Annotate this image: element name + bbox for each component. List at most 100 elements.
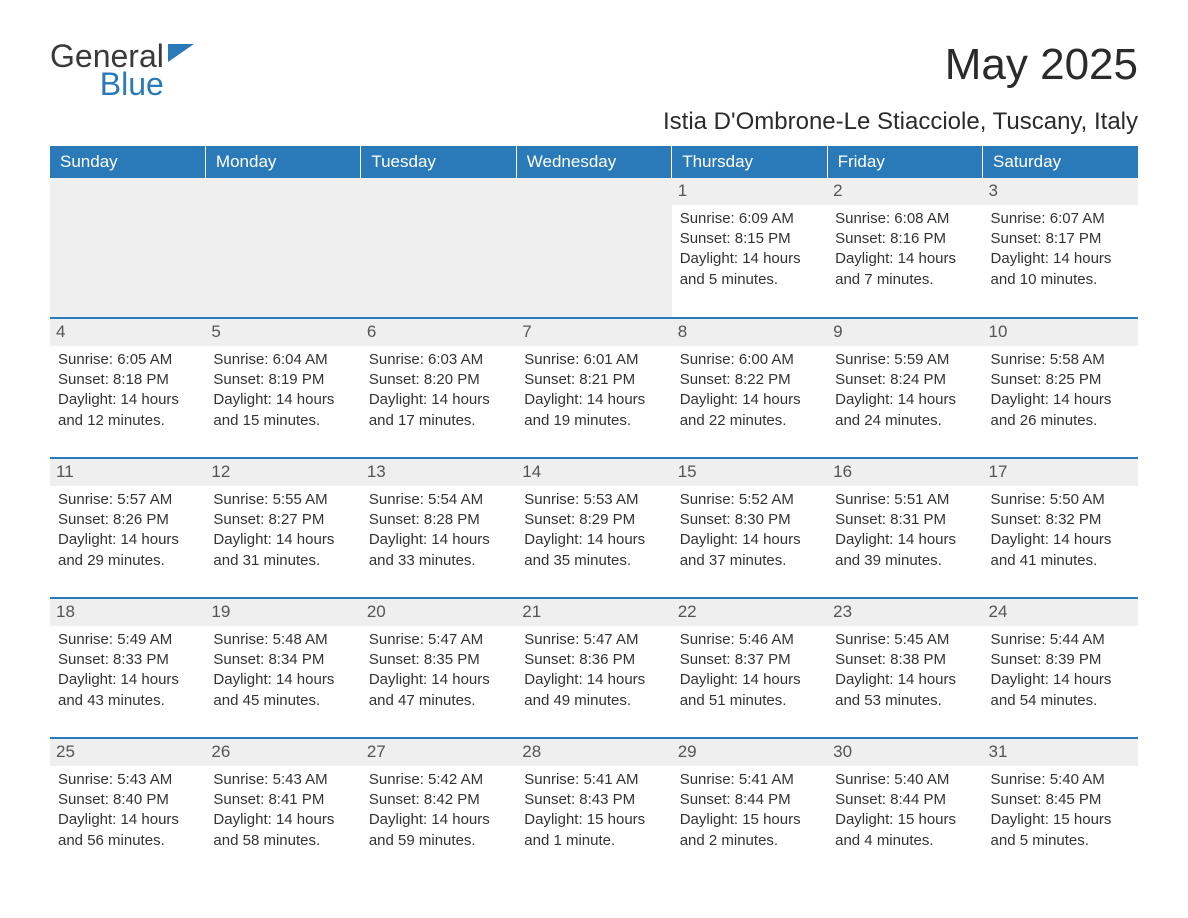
day-cell: 4 Sunrise: 6:05 AMSunset: 8:18 PMDaylight… xyxy=(50,318,205,458)
day-body: Sunrise: 5:47 AMSunset: 8:35 PMDaylight:… xyxy=(369,630,508,711)
empty-cell xyxy=(50,178,205,318)
day-number: 31 xyxy=(983,739,1138,766)
day-body: Sunrise: 5:40 AMSunset: 8:45 PMDaylight:… xyxy=(991,770,1130,851)
day-cell: 18 Sunrise: 5:49 AMSunset: 8:33 PMDayligh… xyxy=(50,598,205,738)
day-body: Sunrise: 5:46 AMSunset: 8:37 PMDaylight:… xyxy=(680,630,819,711)
empty-cell xyxy=(516,178,671,318)
day-body: Sunrise: 5:49 AMSunset: 8:33 PMDaylight:… xyxy=(58,630,197,711)
day-body: Sunrise: 6:01 AMSunset: 8:21 PMDaylight:… xyxy=(524,350,663,431)
day-number: 8 xyxy=(672,319,827,346)
empty-cell xyxy=(361,178,516,318)
calendar-week: 25 Sunrise: 5:43 AMSunset: 8:40 PMDayligh… xyxy=(50,738,1138,878)
day-number: 19 xyxy=(205,599,360,626)
day-body: Sunrise: 5:48 AMSunset: 8:34 PMDaylight:… xyxy=(213,630,352,711)
day-body: Sunrise: 5:58 AMSunset: 8:25 PMDaylight:… xyxy=(991,350,1130,431)
day-cell: 25 Sunrise: 5:43 AMSunset: 8:40 PMDayligh… xyxy=(50,738,205,878)
day-header: Friday xyxy=(827,146,982,178)
day-header: Thursday xyxy=(672,146,827,178)
empty-cell xyxy=(205,178,360,318)
day-number: 30 xyxy=(827,739,982,766)
day-body: Sunrise: 6:03 AMSunset: 8:20 PMDaylight:… xyxy=(369,350,508,431)
day-header: Sunday xyxy=(50,146,205,178)
day-body: Sunrise: 5:50 AMSunset: 8:32 PMDaylight:… xyxy=(991,490,1130,571)
day-number: 25 xyxy=(50,739,205,766)
day-cell: 10 Sunrise: 5:58 AMSunset: 8:25 PMDayligh… xyxy=(983,318,1138,458)
day-number: 5 xyxy=(205,319,360,346)
day-cell: 2 Sunrise: 6:08 AMSunset: 8:16 PMDaylight… xyxy=(827,178,982,318)
day-cell: 13 Sunrise: 5:54 AMSunset: 8:28 PMDayligh… xyxy=(361,458,516,598)
day-body: Sunrise: 5:47 AMSunset: 8:36 PMDaylight:… xyxy=(524,630,663,711)
day-cell: 6 Sunrise: 6:03 AMSunset: 8:20 PMDaylight… xyxy=(361,318,516,458)
day-body: Sunrise: 5:59 AMSunset: 8:24 PMDaylight:… xyxy=(835,350,974,431)
day-number: 15 xyxy=(672,459,827,486)
day-body: Sunrise: 5:44 AMSunset: 8:39 PMDaylight:… xyxy=(991,630,1130,711)
day-body: Sunrise: 5:52 AMSunset: 8:30 PMDaylight:… xyxy=(680,490,819,571)
day-number: 1 xyxy=(672,178,827,205)
day-number: 12 xyxy=(205,459,360,486)
day-cell: 20Sunrise: 5:47 AMSunset: 8:35 PMDayligh… xyxy=(361,598,516,738)
day-number: 13 xyxy=(361,459,516,486)
day-body: Sunrise: 6:07 AMSunset: 8:17 PMDaylight:… xyxy=(991,209,1130,290)
day-body: Sunrise: 5:41 AMSunset: 8:44 PMDaylight:… xyxy=(680,770,819,851)
day-body: Sunrise: 5:54 AMSunset: 8:28 PMDaylight:… xyxy=(369,490,508,571)
day-body: Sunrise: 5:41 AMSunset: 8:43 PMDaylight:… xyxy=(524,770,663,851)
day-body: Sunrise: 6:04 AMSunset: 8:19 PMDaylight:… xyxy=(213,350,352,431)
day-number: 21 xyxy=(516,599,671,626)
day-number: 9 xyxy=(827,319,982,346)
day-number: 2 xyxy=(827,178,982,205)
page-title: May 2025 xyxy=(945,40,1138,90)
day-number: 26 xyxy=(205,739,360,766)
day-body: Sunrise: 5:42 AMSunset: 8:42 PMDaylight:… xyxy=(369,770,508,851)
day-cell: 28Sunrise: 5:41 AMSunset: 8:43 PMDayligh… xyxy=(516,738,671,878)
day-number: 6 xyxy=(361,319,516,346)
day-number: 22 xyxy=(672,599,827,626)
day-body: Sunrise: 5:51 AMSunset: 8:31 PMDaylight:… xyxy=(835,490,974,571)
day-header: Saturday xyxy=(983,146,1138,178)
day-body: Sunrise: 6:09 AMSunset: 8:15 PMDaylight:… xyxy=(680,209,819,290)
day-header-row: SundayMondayTuesdayWednesdayThursdayFrid… xyxy=(50,146,1138,178)
day-cell: 24Sunrise: 5:44 AMSunset: 8:39 PMDayligh… xyxy=(983,598,1138,738)
calendar-week: 4 Sunrise: 6:05 AMSunset: 8:18 PMDaylight… xyxy=(50,318,1138,458)
location-subtitle: Istia D'Ombrone-Le Stiacciole, Tuscany, … xyxy=(50,108,1138,136)
day-cell: 30 Sunrise: 5:40 AMSunset: 8:44 PMDayligh… xyxy=(827,738,982,878)
day-number: 11 xyxy=(50,459,205,486)
day-cell: 31 Sunrise: 5:40 AMSunset: 8:45 PMDayligh… xyxy=(983,738,1138,878)
day-cell: 23Sunrise: 5:45 AMSunset: 8:38 PMDayligh… xyxy=(827,598,982,738)
logo-text: General Blue xyxy=(50,40,164,100)
day-body: Sunrise: 5:43 AMSunset: 8:40 PMDaylight:… xyxy=(58,770,197,851)
day-cell: 27 Sunrise: 5:42 AMSunset: 8:42 PMDayligh… xyxy=(361,738,516,878)
day-number: 16 xyxy=(827,459,982,486)
day-number: 7 xyxy=(516,319,671,346)
day-cell: 19 Sunrise: 5:48 AMSunset: 8:34 PMDayligh… xyxy=(205,598,360,738)
day-number: 23 xyxy=(827,599,982,626)
calendar-week: 1 Sunrise: 6:09 AMSunset: 8:15 PMDaylight… xyxy=(50,178,1138,318)
day-body: Sunrise: 5:40 AMSunset: 8:44 PMDaylight:… xyxy=(835,770,974,851)
logo-triangle-icon xyxy=(168,44,194,62)
day-number: 14 xyxy=(516,459,671,486)
day-body: Sunrise: 6:05 AMSunset: 8:18 PMDaylight:… xyxy=(58,350,197,431)
day-body: Sunrise: 5:43 AMSunset: 8:41 PMDaylight:… xyxy=(213,770,352,851)
calendar-table: SundayMondayTuesdayWednesdayThursdayFrid… xyxy=(50,146,1138,878)
day-number: 18 xyxy=(50,599,205,626)
day-number: 10 xyxy=(983,319,1138,346)
day-cell: 8 Sunrise: 6:00 AMSunset: 8:22 PMDaylight… xyxy=(672,318,827,458)
day-cell: 15 Sunrise: 5:52 AMSunset: 8:30 PMDayligh… xyxy=(672,458,827,598)
day-cell: 7 Sunrise: 6:01 AMSunset: 8:21 PMDaylight… xyxy=(516,318,671,458)
day-cell: 9 Sunrise: 5:59 AMSunset: 8:24 PMDaylight… xyxy=(827,318,982,458)
day-cell: 21 Sunrise: 5:47 AMSunset: 8:36 PMDayligh… xyxy=(516,598,671,738)
day-body: Sunrise: 6:08 AMSunset: 8:16 PMDaylight:… xyxy=(835,209,974,290)
day-number: 4 xyxy=(50,319,205,346)
day-cell: 3Sunrise: 6:07 AMSunset: 8:17 PMDaylight… xyxy=(983,178,1138,318)
day-cell: 16 Sunrise: 5:51 AMSunset: 8:31 PMDayligh… xyxy=(827,458,982,598)
day-cell: 29 Sunrise: 5:41 AMSunset: 8:44 PMDayligh… xyxy=(672,738,827,878)
day-cell: 26 Sunrise: 5:43 AMSunset: 8:41 PMDayligh… xyxy=(205,738,360,878)
day-number: 17 xyxy=(983,459,1138,486)
day-number: 29 xyxy=(672,739,827,766)
day-number: 27 xyxy=(361,739,516,766)
calendar-week: 11Sunrise: 5:57 AMSunset: 8:26 PMDayligh… xyxy=(50,458,1138,598)
day-body: Sunrise: 5:53 AMSunset: 8:29 PMDaylight:… xyxy=(524,490,663,571)
day-header: Monday xyxy=(205,146,360,178)
day-body: Sunrise: 6:00 AMSunset: 8:22 PMDaylight:… xyxy=(680,350,819,431)
day-cell: 1 Sunrise: 6:09 AMSunset: 8:15 PMDaylight… xyxy=(672,178,827,318)
day-header: Wednesday xyxy=(516,146,671,178)
